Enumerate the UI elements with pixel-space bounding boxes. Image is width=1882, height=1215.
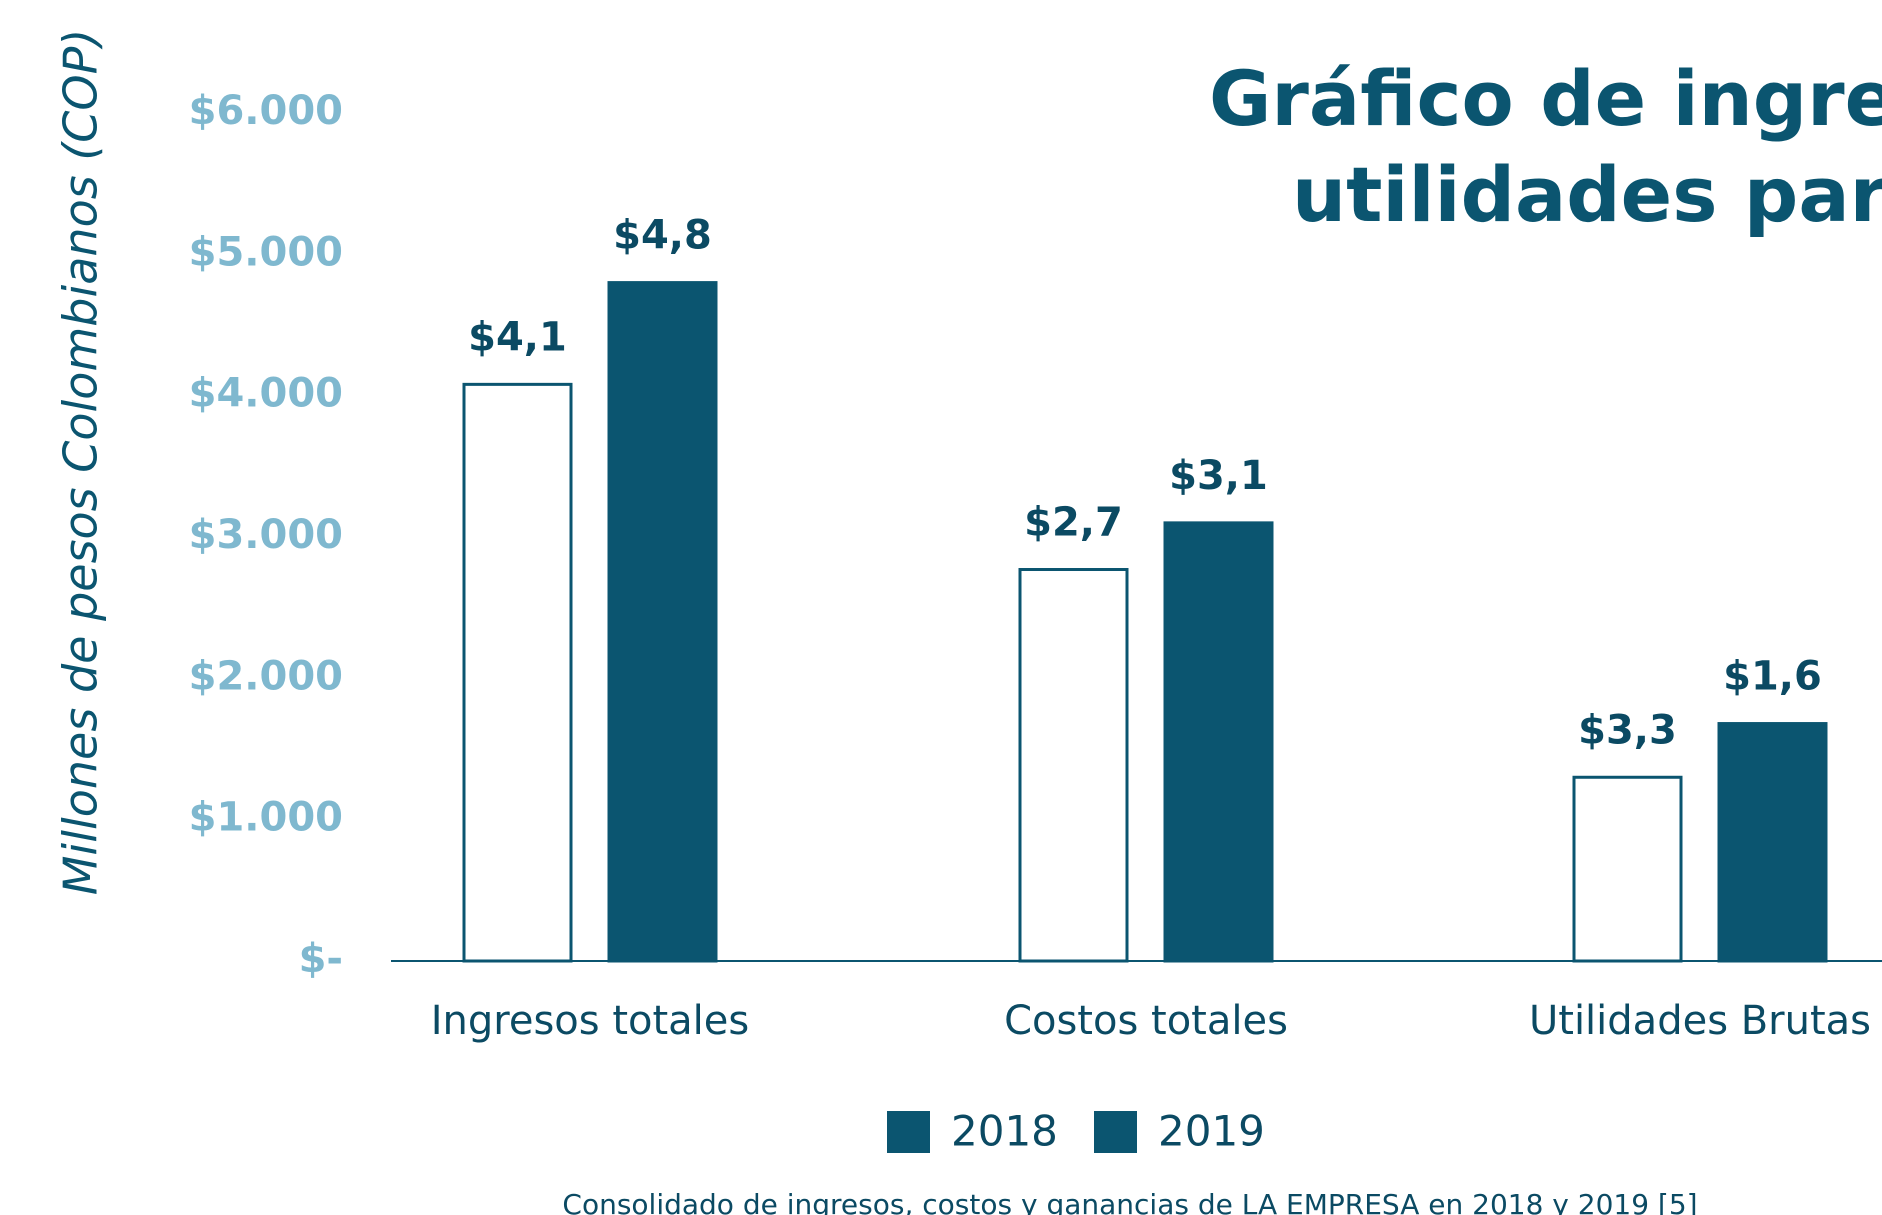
caption: Consolidado de ingresos, costos y gananc… — [562, 1188, 1697, 1215]
y-tick-label: $3.000 — [189, 512, 343, 558]
legend-label: 2019 — [1158, 1107, 1265, 1156]
data-label: $4,8 — [613, 213, 712, 259]
chart-title: Gráfico de ingresos — [1209, 54, 1882, 143]
bar — [462, 382, 573, 963]
data-label: $4,1 — [468, 314, 567, 360]
y-tick-label: $2.000 — [189, 653, 343, 699]
legend-label: 2018 — [951, 1107, 1058, 1156]
x-tick-label: Ingresos totales — [431, 998, 750, 1044]
data-label: $3,1 — [1169, 453, 1268, 499]
chart-title: utilidades para la — [1292, 150, 1882, 239]
legend-swatch — [887, 1111, 930, 1153]
bar — [1572, 775, 1683, 963]
y-tick-label: $- — [299, 936, 343, 982]
bar — [1717, 722, 1828, 963]
y-tick-label: $5.000 — [189, 229, 343, 275]
y-tick-label: $6.000 — [189, 88, 343, 134]
y-tick-label: $4.000 — [189, 371, 343, 417]
y-tick-label: $1.000 — [189, 795, 343, 841]
bar — [1163, 521, 1274, 963]
data-label: $1,6 — [1723, 654, 1822, 700]
legend-swatch — [1094, 1111, 1137, 1153]
bar — [1018, 568, 1129, 963]
x-tick-label: Costos totales — [1004, 998, 1288, 1044]
data-label: $2,7 — [1024, 500, 1123, 546]
x-tick-label: Utilidades Brutas — [1529, 998, 1871, 1044]
bar — [607, 281, 718, 963]
data-label: $3,3 — [1578, 707, 1677, 753]
y-axis-label: Millones de pesos Colombianos (COP) — [54, 29, 108, 896]
